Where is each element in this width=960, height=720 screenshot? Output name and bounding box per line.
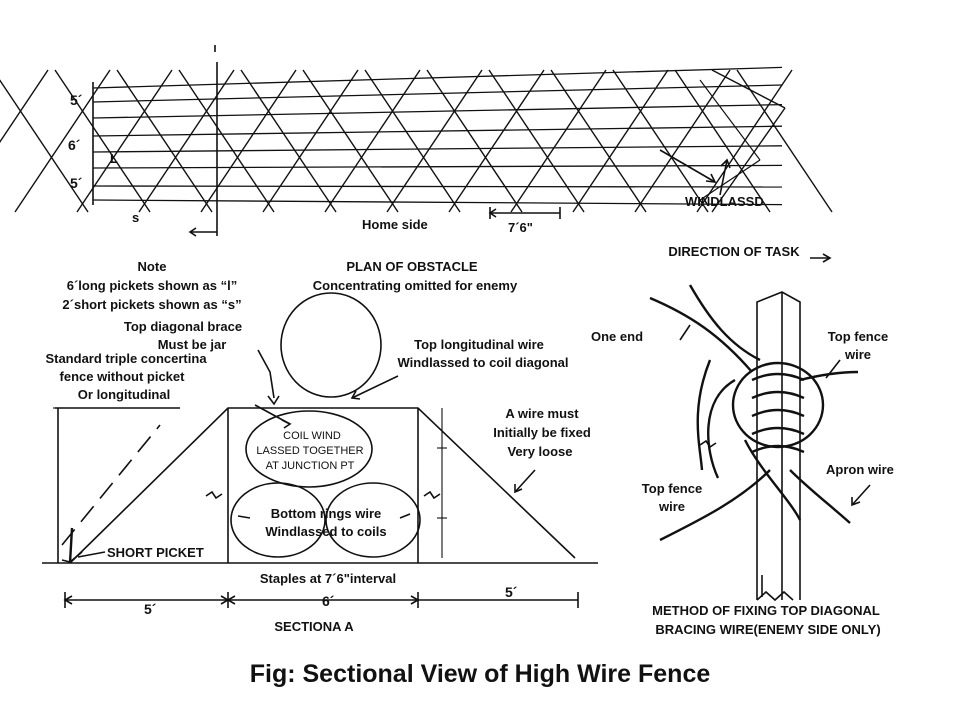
plan-dim-5-bottom: 5´	[70, 175, 83, 191]
top-fence-label-1b: wire	[844, 347, 871, 362]
staples-label: Staples at 7´6"interval	[260, 571, 396, 586]
spacing-label: 7´6"	[508, 220, 533, 235]
coil-wind-label-2: LASSED TOGETHER	[256, 445, 363, 457]
section-dim-right: 5´	[505, 584, 518, 600]
apron-wire	[789, 469, 851, 524]
top-fence-wire-left	[659, 469, 771, 542]
top-long-label-2: Windlassed to coil diagonal	[397, 355, 568, 370]
section-dim-mid: 6´	[322, 593, 335, 609]
one-end-wire	[649, 296, 753, 373]
top-fence-label-2b: wire	[658, 499, 685, 514]
note-line-1: 6´long pickets shown as “l”	[67, 278, 237, 293]
plan-subtitle: Concentrating omitted for enemy	[313, 278, 518, 293]
section-label: SECTIONA A	[274, 619, 354, 634]
standard-label-2: fence without picket	[60, 369, 186, 384]
bottom-rings-label-1: Bottom rings wire	[271, 506, 382, 521]
figure-caption: Fig: Sectional View of High Wire Fence	[249, 660, 711, 688]
notes-block: Note 6´long pickets shown as “l” 2´short…	[62, 259, 518, 312]
standard-label-1: Standard triple concertina	[45, 351, 207, 366]
top-coil	[280, 292, 382, 398]
concertina-lattice	[0, 66, 833, 213]
method-label-2: BRACING WIRE(ENEMY SIDE ONLY)	[655, 622, 880, 637]
section-view: Top diagonal brace Must be jar Standard …	[42, 292, 598, 634]
picket-l-mark: L	[110, 151, 118, 166]
detail-view: DIRECTION OF TASK One end Top fence wire…	[591, 244, 894, 637]
bottom-right-coil	[325, 482, 421, 558]
a-wire-label-2: Initially be fixed	[493, 425, 591, 440]
plan-dim-5-top: 5´	[70, 92, 83, 108]
bottom-rings-label-2: Windlassed to coils	[265, 524, 386, 539]
coil-wrap	[731, 361, 825, 449]
top-fence-label-1a: Top fence	[828, 329, 888, 344]
top-fence-label-2a: Top fence	[642, 481, 702, 496]
coil-wind-label-3: AT JUNCTION PT	[266, 460, 355, 472]
apron-wire-label: Apron wire	[826, 462, 894, 477]
middle-coil	[245, 410, 373, 488]
section-dim-left: 5´	[144, 601, 157, 617]
top-long-label-1: Top longitudinal wire	[414, 337, 544, 352]
home-side-label: Home side	[362, 217, 428, 232]
coil-wind-label-1: COIL WIND	[283, 430, 341, 442]
short-picket-label: SHORT PICKET	[107, 545, 204, 560]
method-label-1: METHOD OF FIXING TOP DIAGONAL	[652, 603, 880, 618]
fence-diagram: 5´ 6´ 5´ L s Home side 7´6" WINDLASSD No…	[0, 45, 894, 637]
bottom-left-coil	[230, 482, 326, 558]
a-wire-label-3: Very loose	[507, 444, 572, 459]
plan-title: PLAN OF OBSTACLE	[346, 259, 478, 274]
one-end-label: One end	[591, 329, 643, 344]
note-title: Note	[138, 259, 167, 274]
top-brace-label-2: Must be jar	[158, 337, 227, 352]
windlassed-label: WINDLASSD	[685, 194, 764, 209]
picket-s-mark: s	[132, 210, 139, 225]
plan-dim-6: 6´	[68, 137, 81, 153]
direction-of-task: DIRECTION OF TASK	[668, 244, 800, 259]
standard-label-3: Or longitudinal	[78, 387, 170, 402]
top-brace-label-1: Top diagonal brace	[124, 319, 242, 334]
note-line-2: 2´short pickets shown as “s”	[62, 297, 241, 312]
plan-view: 5´ 6´ 5´ L s Home side 7´6" WINDLASSD	[0, 45, 833, 237]
a-wire-label-1: A wire must	[505, 406, 579, 421]
